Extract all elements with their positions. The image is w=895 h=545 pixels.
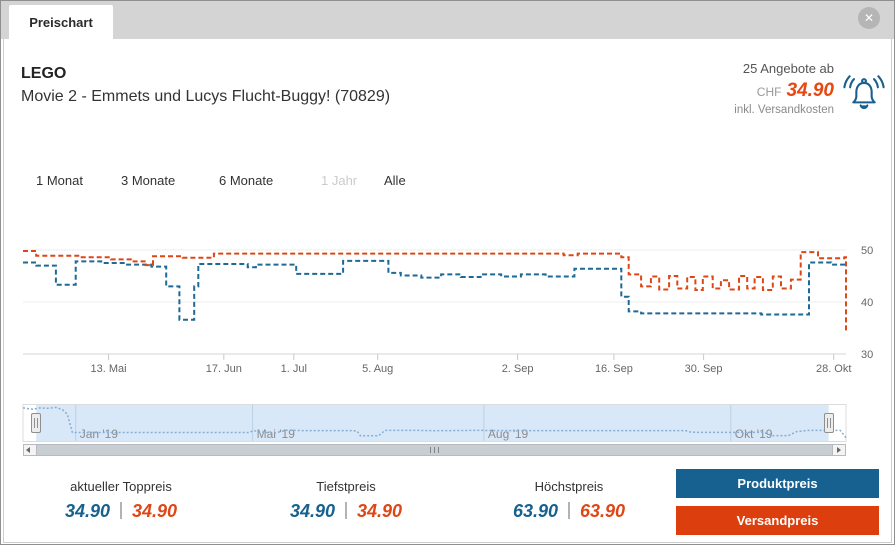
range-option-1monat[interactable]: 1 Monat [36, 173, 83, 188]
stat-shipping-value: 34.90 [357, 501, 403, 521]
price-alert-bell-icon[interactable] [842, 71, 886, 115]
nav-handle-left[interactable] [31, 413, 41, 433]
price-dialog [3, 39, 892, 543]
x-axis-label: 28. Okt [816, 363, 851, 375]
best-price-value: 34.90 [786, 80, 834, 101]
stat-highest-price: Höchstpreis 63.90 63.90 [459, 479, 679, 522]
price-chart[interactable]: 50 40 30 13. Mai 17. Jun 1. Jul 5. Aug 2. Sep 16… [1, 223, 878, 388]
scroll-left-button[interactable] [24, 445, 37, 455]
x-axis-label: 1. Jul [281, 363, 307, 375]
nav-date-label: Aug '19 [488, 427, 529, 441]
offers-summary: 25 Angebote ab CHF 34.90 inkl. Versandkos… [734, 61, 834, 116]
shipping-price-button[interactable]: Versandpreis [676, 506, 879, 535]
scroll-right-button[interactable] [832, 445, 845, 455]
y-axis-label: 40 [861, 297, 873, 309]
stat-lowest-price: Tiefstpreis 34.90 34.90 [236, 479, 456, 522]
nav-date-label: Mai '19 [257, 427, 296, 441]
x-axis-label: 30. Sep [685, 363, 723, 375]
chart-svg: 50 40 30 13. Mai 17. Jun 1. Jul 5. Aug 2. Sep 16… [23, 245, 873, 375]
close-button[interactable]: ✕ [858, 7, 880, 29]
navigator-svg: Jan '19 Mai '19 Aug '19 Okt '19 [22, 404, 847, 442]
stat-shipping-value: 34.90 [132, 501, 178, 521]
range-selector: 1 Monat 3 Monate 6 Monate 1 Jahr Alle [1, 173, 878, 191]
stat-current-top-price: aktueller Toppreis 34.90 34.90 [11, 479, 231, 522]
x-axis-label: 17. Jun [206, 363, 242, 375]
range-option-6monate[interactable]: 6 Monate [219, 173, 274, 188]
nav-selected-region[interactable] [36, 405, 829, 441]
x-axis-label: 2. Sep [502, 363, 534, 375]
stat-product-value: 34.90 [289, 501, 335, 521]
h-scrollbar[interactable] [23, 444, 846, 456]
range-option-3monate[interactable]: 3 Monate [121, 173, 176, 188]
product-title: Movie 2 - Emmets und Lucys Flucht-Buggy!… [21, 88, 391, 105]
stat-label: aktueller Toppreis [70, 479, 172, 494]
stat-product-value: 34.90 [64, 501, 110, 521]
shipping-note: inkl. Versandkosten [734, 104, 834, 116]
nav-date-label: Jan '19 [80, 427, 119, 441]
tab-bar: Preischart ✕ [1, 1, 894, 39]
x-axis-label: 5. Aug [362, 363, 393, 375]
y-axis-label: 30 [861, 349, 873, 361]
stat-divider [345, 502, 347, 519]
stat-label: Tiefstpreis [316, 479, 376, 494]
stat-divider [568, 502, 570, 519]
scrollbar-grip-icon [430, 447, 441, 453]
stat-divider [120, 502, 122, 519]
close-icon: ✕ [863, 11, 875, 25]
chart-navigator[interactable]: Jan '19 Mai '19 Aug '19 Okt '19 [1, 401, 878, 443]
range-option-alle[interactable]: Alle [384, 173, 406, 188]
nav-date-label: Okt '19 [735, 427, 773, 441]
series-versandpreis[interactable] [23, 250, 847, 331]
x-axis-label: 16. Sep [595, 363, 633, 375]
offers-count-text: 25 Angebote ab [742, 61, 834, 76]
series-produktpreis[interactable] [23, 259, 847, 321]
currency-label: CHF [756, 85, 782, 99]
tab-preischart[interactable]: Preischart [9, 5, 113, 39]
x-axis-label: 13. Mai [91, 363, 127, 375]
scroll-right-icon [837, 447, 841, 453]
y-axis-label: 50 [861, 245, 873, 257]
range-option-1jahr[interactable]: 1 Jahr [321, 173, 358, 188]
scroll-left-icon [26, 447, 30, 453]
stat-shipping-value: 63.90 [580, 501, 626, 521]
product-price-button[interactable]: Produktpreis [676, 469, 879, 498]
brand-title: LEGO [21, 65, 67, 82]
stat-label: Höchstpreis [534, 479, 604, 494]
stat-product-value: 63.90 [512, 501, 558, 521]
nav-handle-right[interactable] [824, 413, 834, 433]
best-price-line: CHF 34.90 [734, 80, 834, 102]
